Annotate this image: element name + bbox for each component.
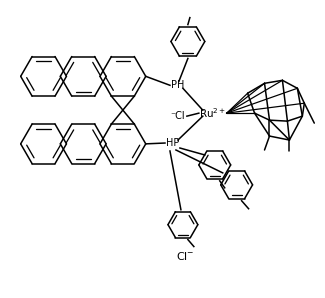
Text: ⁻Cl: ⁻Cl [171,111,185,121]
Text: Cl$^{-}$: Cl$^{-}$ [176,249,194,262]
Text: PH: PH [171,80,185,90]
Text: Ru$^{2+}$: Ru$^{2+}$ [199,106,227,120]
Text: HP: HP [166,138,180,148]
